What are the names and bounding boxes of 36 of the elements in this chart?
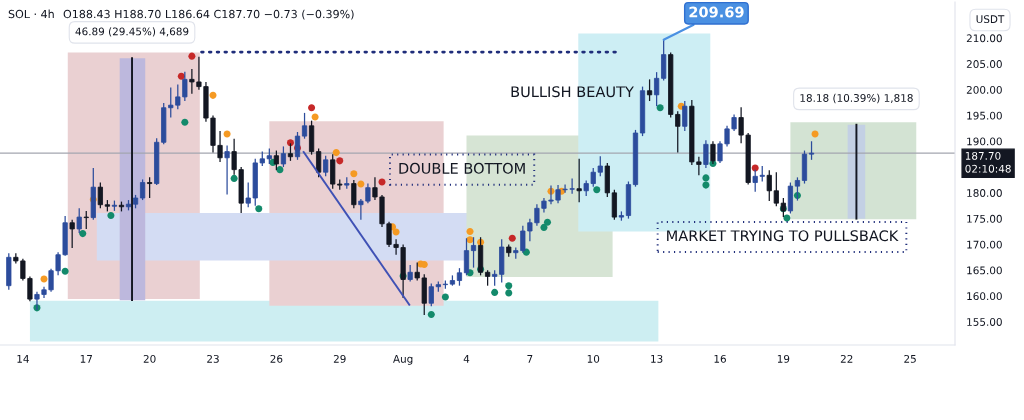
annotation: MARKET TRYING TO PULLSBACK [667, 230, 899, 242]
x-tick-label: 17 [80, 355, 92, 363]
y-tick-label: 210.00 [966, 34, 1002, 43]
y-tick-label: 190.00 [967, 137, 1002, 146]
x-tick-label: 20 [143, 354, 156, 363]
y-tick-label: 160.00 [967, 292, 1002, 301]
annotation: 209.69 [689, 6, 744, 18]
x-tick-label: 10 [587, 354, 600, 363]
x-tick-label: 22 [840, 354, 853, 363]
x-tick-label: 25 [904, 354, 916, 363]
y-tick-label: 200.00 [966, 85, 1002, 94]
x-tick-label: 26 [270, 354, 283, 363]
x-tick-label: Aug [393, 355, 413, 365]
annotation: 46.89 (29.45%) 4,689 [75, 27, 189, 37]
y-tick-label: 180.00 [967, 189, 1002, 197]
y-tick-label: 165.00 [967, 266, 1002, 275]
x-tick-label: 4 [463, 355, 470, 363]
y-tick-label: 155.00 [967, 318, 1002, 326]
annotation: DOUBLE BOTTOM [399, 162, 525, 174]
x-tick-label: 13 [651, 354, 663, 363]
y-tick-label: 175.00 [967, 214, 1002, 223]
x-tick-label: 14 [17, 355, 29, 363]
annotation: BULLISH BEAUTY [511, 86, 634, 98]
x-tick-label: 16 [714, 354, 726, 363]
y-tick-label: 195.00 [967, 111, 1002, 120]
x-tick-label: 29 [333, 354, 346, 363]
x-tick-label: 23 [207, 354, 219, 363]
annotation: 18.18 (10.39%) 1,818 [800, 93, 913, 104]
text: O188.43 H188.70 L186.64 C187.70 −0.73 (−0.39%) [63, 9, 354, 20]
x-tick-label: 19 [777, 354, 790, 363]
y-axis-title: USDT [976, 15, 1005, 24]
x-tick-label: 7 [527, 355, 533, 363]
ref-line-label: 187.70 02:10:48 [965, 151, 1011, 173]
y-tick-label: 205.00 [966, 60, 1002, 68]
y-tick-label: 170.00 [967, 240, 1002, 249]
text: SOL · 4h [8, 9, 54, 19]
